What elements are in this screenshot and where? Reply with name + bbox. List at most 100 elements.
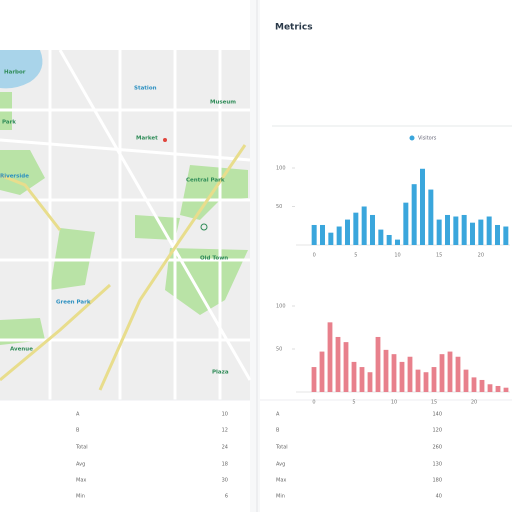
street [0, 49, 252, 400]
bar [311, 224, 317, 245]
bar [367, 372, 373, 392]
table-value: 260 [432, 445, 442, 451]
bar [395, 239, 400, 245]
y-tick-label: 50 [276, 347, 282, 353]
bar [370, 214, 375, 245]
map-pin [163, 138, 167, 142]
table-label: Min [76, 494, 85, 500]
bar [495, 224, 500, 245]
table-value: 140 [432, 412, 442, 418]
bar [420, 168, 425, 245]
y-tick-label: 100 [276, 304, 286, 310]
map-label: Central Park [186, 178, 225, 184]
map-pin [200, 223, 208, 231]
table-label: Max [76, 478, 86, 484]
map [0, 49, 252, 400]
bar [411, 184, 417, 245]
table-label: B [76, 428, 80, 434]
bar [335, 336, 341, 392]
bar [431, 367, 437, 392]
bar [336, 226, 342, 245]
table-value: 24 [222, 445, 228, 451]
x-tick-label: 20 [478, 253, 484, 259]
right-panel [260, 0, 512, 512]
y-tick-label: 50 [276, 204, 282, 210]
bar [311, 367, 317, 392]
table-value: 10 [222, 412, 228, 418]
bar [415, 369, 421, 392]
bar [461, 214, 467, 245]
map-label: Park [2, 120, 16, 126]
legend-swatch [409, 135, 415, 141]
bar [327, 322, 333, 392]
bar [343, 342, 349, 392]
x-tick-label: 5 [354, 253, 357, 259]
bar [423, 372, 429, 392]
bar [495, 385, 501, 392]
table-label: Max [276, 478, 286, 484]
bar [486, 216, 492, 245]
table-value: 30 [222, 478, 228, 484]
bar [503, 226, 509, 245]
table-value: 12 [222, 428, 228, 434]
x-tick-label: 0 [312, 400, 315, 406]
table-label: B [276, 428, 280, 434]
bar [445, 214, 450, 245]
bar [436, 219, 442, 245]
map-label: Harbor [4, 70, 26, 76]
bar [479, 379, 485, 392]
bar [399, 361, 405, 392]
title: Metrics [275, 23, 313, 33]
bar [345, 219, 350, 245]
road [0, 283, 112, 382]
map-label: Museum [210, 100, 236, 106]
x-tick-label: 10 [391, 400, 397, 406]
x-tick-label: 0 [313, 253, 316, 259]
x-tick-label: 5 [352, 400, 355, 406]
table-label: Total [75, 445, 88, 451]
map-label: Old Town [200, 256, 228, 262]
table-label: Avg [276, 462, 285, 468]
table-label: Total [275, 445, 288, 451]
bar [383, 349, 389, 392]
bar [407, 356, 413, 392]
map-label: Riverside [0, 174, 29, 180]
bar [428, 189, 434, 245]
bar [439, 354, 445, 392]
bar [453, 216, 459, 245]
bar [463, 369, 469, 392]
map-base [0, 50, 250, 400]
bar [361, 206, 367, 245]
park [135, 215, 180, 240]
bar [353, 212, 359, 245]
map-label: Station [134, 86, 157, 92]
water [0, 50, 43, 89]
park [0, 150, 45, 195]
x-tick-label: 10 [394, 253, 400, 259]
bar [386, 234, 392, 245]
table-label: Min [276, 494, 285, 500]
park [0, 318, 45, 345]
table-value: 180 [432, 478, 442, 484]
y-tick-label: 100 [276, 166, 286, 172]
map-label: Green Park [56, 300, 91, 306]
bar [478, 219, 484, 245]
bar [320, 224, 325, 245]
table-value: 6 [225, 494, 228, 500]
bar [471, 377, 477, 392]
bar [375, 336, 381, 392]
road [98, 144, 247, 391]
table-value: 120 [432, 428, 442, 434]
table-label: Avg [76, 462, 85, 468]
bar [359, 367, 365, 392]
road [0, 173, 62, 231]
bar [403, 202, 409, 245]
bar [391, 354, 397, 392]
map-label: Avenue [10, 347, 33, 353]
bar [319, 351, 325, 392]
table-value: 40 [436, 494, 442, 500]
table-value: 18 [222, 462, 228, 468]
bar [455, 356, 461, 392]
